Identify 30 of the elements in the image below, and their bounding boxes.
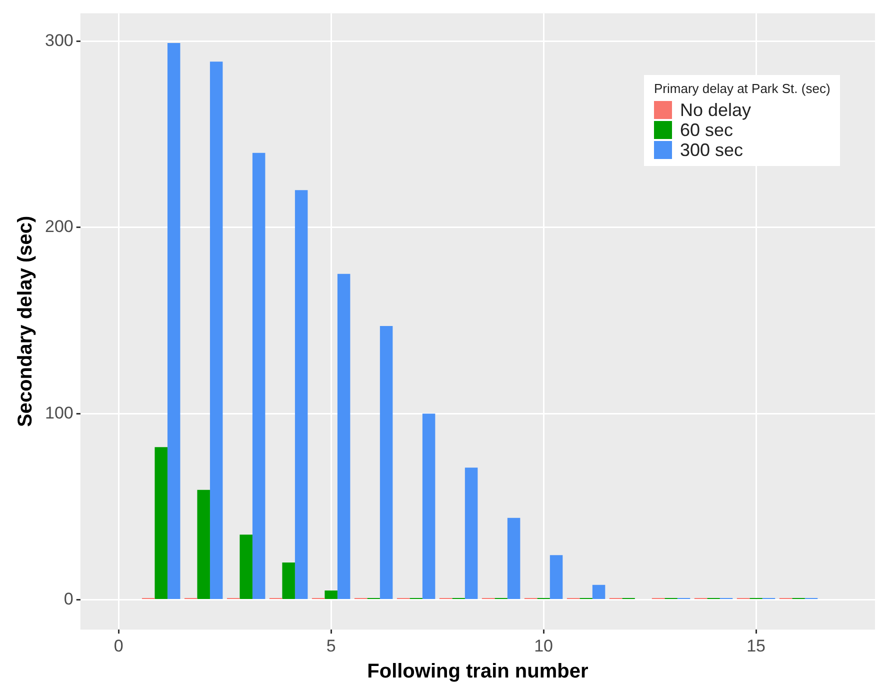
x-axis-title: Following train number <box>367 660 588 683</box>
bar <box>592 584 606 600</box>
bar <box>167 42 180 600</box>
bar <box>294 190 308 600</box>
bar <box>240 534 252 600</box>
bar <box>282 562 295 600</box>
y-axis-title: Secondary delay (sec) <box>14 216 37 428</box>
bar <box>337 274 350 600</box>
y-tick-label: 0 <box>64 589 74 608</box>
legend-title: Primary delay at Park St. (sec) <box>654 81 830 96</box>
y-tick-label: 100 <box>44 403 74 422</box>
legend-label: No delay <box>680 100 752 120</box>
x-tick-label: 10 <box>534 636 554 656</box>
bar <box>550 555 563 600</box>
bar <box>324 590 338 600</box>
bar <box>252 152 266 600</box>
legend-label: 300 sec <box>680 140 744 160</box>
x-tick-label: 5 <box>326 636 336 656</box>
legend-label: 60 sec <box>680 120 734 140</box>
x-tick-label: 15 <box>746 636 766 656</box>
bar <box>210 62 223 600</box>
y-tick-label: 200 <box>44 217 74 236</box>
bar <box>422 414 436 600</box>
bar <box>154 447 168 600</box>
bar <box>464 468 478 600</box>
bar <box>380 326 393 600</box>
y-tick-label: 300 <box>44 30 74 50</box>
bar <box>197 490 210 600</box>
bar <box>507 518 520 600</box>
x-tick-label: 0 <box>114 636 124 656</box>
